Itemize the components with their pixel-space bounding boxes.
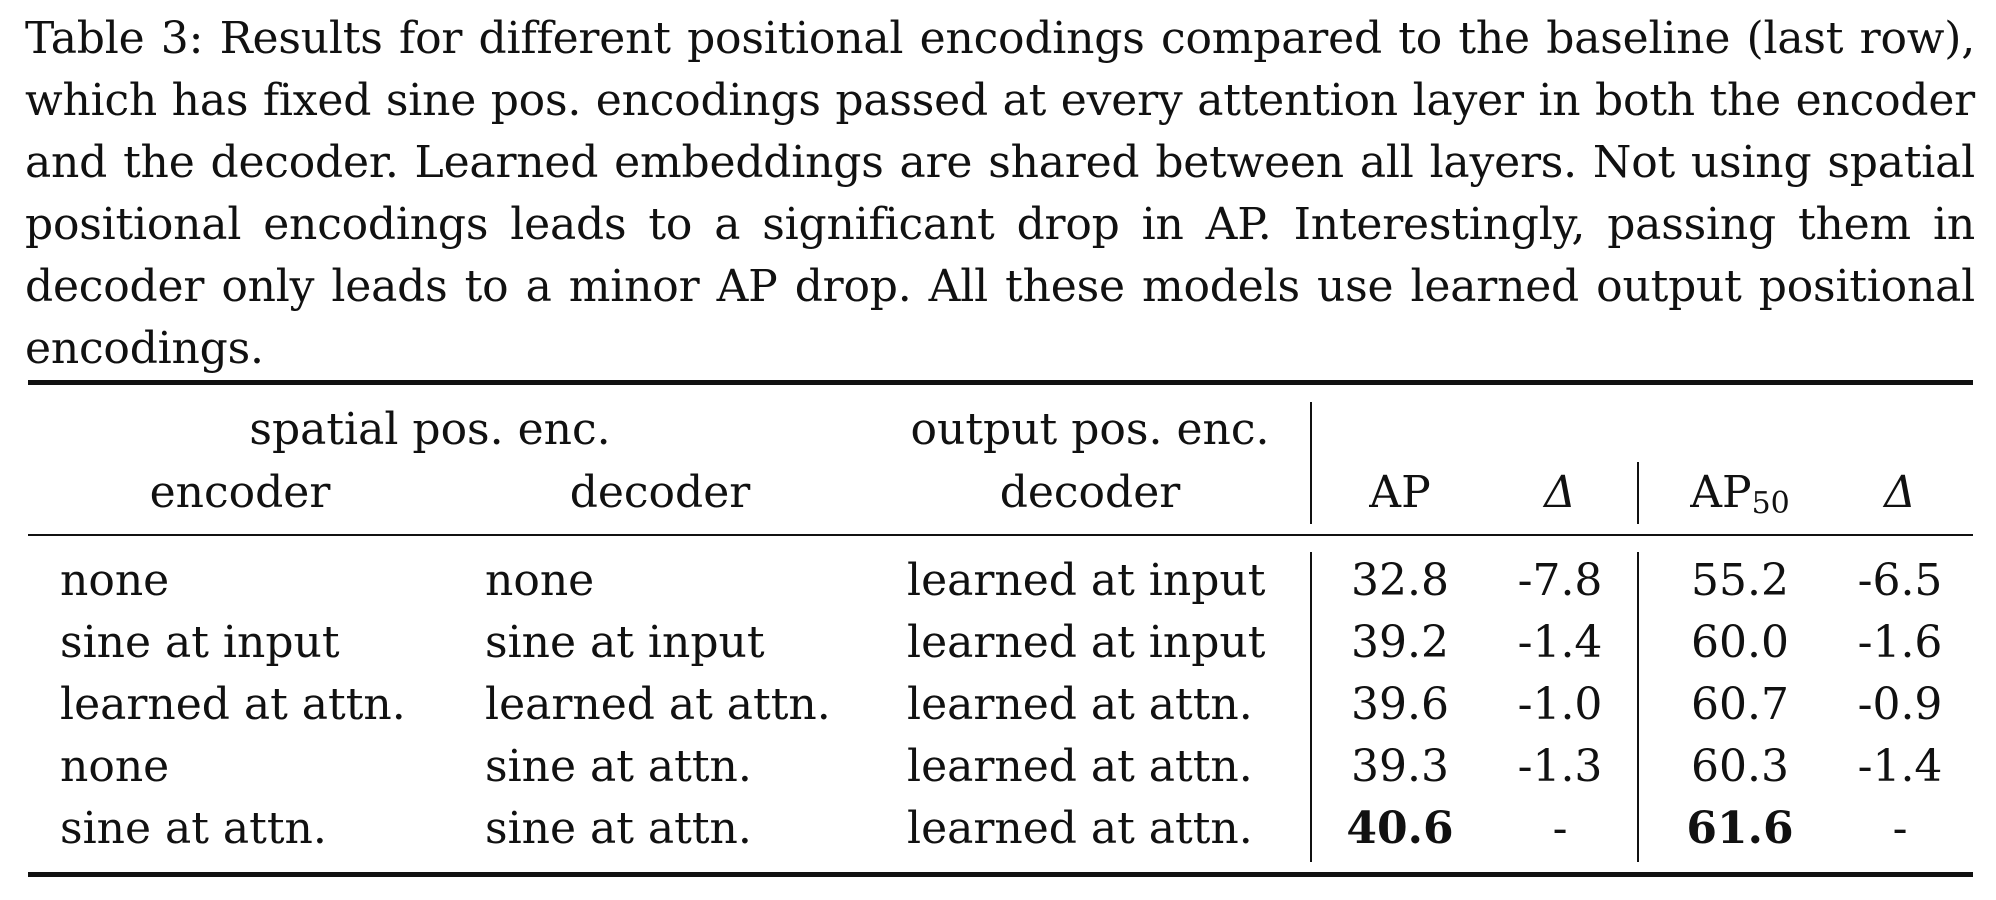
output-pos-enc-header: output pos. enc. <box>910 404 1270 455</box>
row5-output: learned at attn. <box>907 803 1253 854</box>
top-rule <box>28 380 1973 385</box>
row1-ap: 32.8 <box>1351 555 1449 606</box>
row4-ap: 39.3 <box>1351 741 1449 792</box>
header-separator-2 <box>1637 462 1639 524</box>
row5-decoder: sine at attn. <box>485 803 752 854</box>
row5-delta-ap: - <box>1552 803 1568 854</box>
row1-delta-ap: -7.8 <box>1517 555 1603 606</box>
row2-ap50: 60.0 <box>1691 617 1789 668</box>
row2-output: learned at input <box>907 617 1266 668</box>
body-separator-2 <box>1637 552 1639 862</box>
row4-encoder: none <box>60 741 170 792</box>
row2-ap: 39.2 <box>1351 617 1449 668</box>
encoder-header: encoder <box>149 467 331 518</box>
row4-decoder: sine at attn. <box>485 741 752 792</box>
row3-delta-ap50: -0.9 <box>1857 679 1943 730</box>
row2-delta-ap: -1.4 <box>1517 617 1603 668</box>
row1-ap50: 55.2 <box>1691 555 1789 606</box>
output-decoder-header: decoder <box>999 467 1181 518</box>
ap-header: AP <box>1369 467 1431 518</box>
row4-delta-ap50: -1.4 <box>1857 741 1943 792</box>
row1-encoder: none <box>60 555 170 606</box>
row3-decoder: learned at attn. <box>485 679 831 730</box>
row5-delta-ap50: - <box>1892 803 1908 854</box>
body-separator-1 <box>1310 552 1312 862</box>
row3-ap50: 60.7 <box>1691 679 1789 730</box>
row1-delta-ap50: -6.5 <box>1857 555 1943 606</box>
row3-delta-ap: -1.0 <box>1517 679 1603 730</box>
row5-ap50: 61.6 <box>1686 803 1794 854</box>
delta-ap50-header: Δ <box>1884 467 1916 518</box>
bottom-rule <box>28 872 1973 877</box>
row4-delta-ap: -1.3 <box>1517 741 1603 792</box>
row4-ap50: 60.3 <box>1691 741 1789 792</box>
row1-output: learned at input <box>907 555 1266 606</box>
row2-encoder: sine at input <box>60 617 340 668</box>
row3-output: learned at attn. <box>907 679 1253 730</box>
delta-ap-header: Δ <box>1544 467 1576 518</box>
row4-output: learned at attn. <box>907 741 1253 792</box>
spatial-pos-enc-header: spatial pos. enc. <box>249 404 611 455</box>
header-rule <box>28 534 1973 536</box>
row5-encoder: sine at attn. <box>60 803 327 854</box>
row3-encoder: learned at attn. <box>60 679 406 730</box>
row1-decoder: none <box>485 555 595 606</box>
header-separator-1 <box>1310 402 1312 524</box>
row2-delta-ap50: -1.6 <box>1857 617 1943 668</box>
row2-decoder: sine at input <box>485 617 765 668</box>
row5-ap: 40.6 <box>1346 803 1454 854</box>
row3-ap: 39.6 <box>1351 679 1449 730</box>
ap50-header: AP50 <box>1690 467 1790 522</box>
table-caption: Table 3: Results for different positiona… <box>25 13 1975 374</box>
decoder-header: decoder <box>569 467 751 518</box>
